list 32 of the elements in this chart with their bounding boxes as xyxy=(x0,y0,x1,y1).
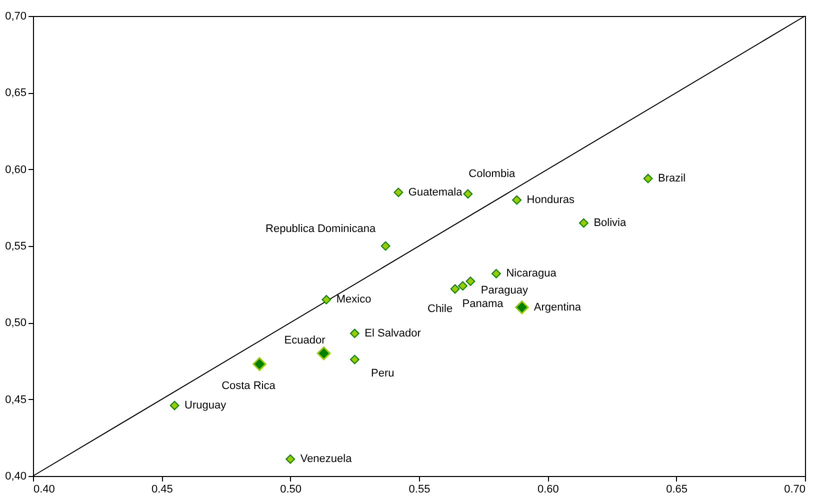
annotation: Costa Rica xyxy=(222,380,276,392)
x-tick-label: 0.70 xyxy=(784,484,806,496)
y-tick-label: 0,65 xyxy=(5,87,26,100)
y-tick-label: 0,55 xyxy=(5,240,26,252)
x-tick-label: 0.50 xyxy=(280,484,302,496)
annotation: Colombia xyxy=(468,168,516,180)
annotation: Chile xyxy=(427,302,453,315)
annotation: Republica Dominicana xyxy=(266,223,376,235)
annotation: Venezuela xyxy=(300,453,353,466)
annotation: Argentina xyxy=(534,301,582,314)
x-tick-label: 0.40 xyxy=(34,484,55,496)
annotation: Bolivia xyxy=(594,217,627,229)
annotation: Mexico xyxy=(336,294,372,306)
annotation: El Salvador xyxy=(364,327,422,340)
annotation: Paraguay xyxy=(480,284,529,296)
annotation: Peru xyxy=(371,367,394,380)
annotation: Nicaragua xyxy=(506,268,558,280)
annotation: Panama xyxy=(462,298,504,310)
y-tick-label: 0,70 xyxy=(5,10,26,22)
x-tick-label: 0.45 xyxy=(151,484,173,496)
annotation: Brazil xyxy=(658,172,686,185)
x-tick-label: 0.55 xyxy=(408,484,430,496)
y-tick-label: 0,40 xyxy=(5,470,26,482)
annotation: Honduras xyxy=(526,194,575,206)
y-tick-label: 0,45 xyxy=(5,394,26,406)
x-tick-label: 0.65 xyxy=(666,484,688,496)
annotation: Uruguay xyxy=(184,399,227,412)
annotation: Ecuador xyxy=(284,334,326,346)
y-tick-label: 0,60 xyxy=(5,164,26,176)
annotation: Guatemala xyxy=(408,186,464,198)
y-tick-label: 0,50 xyxy=(5,317,26,330)
x-tick-label: 0.60 xyxy=(537,484,559,496)
